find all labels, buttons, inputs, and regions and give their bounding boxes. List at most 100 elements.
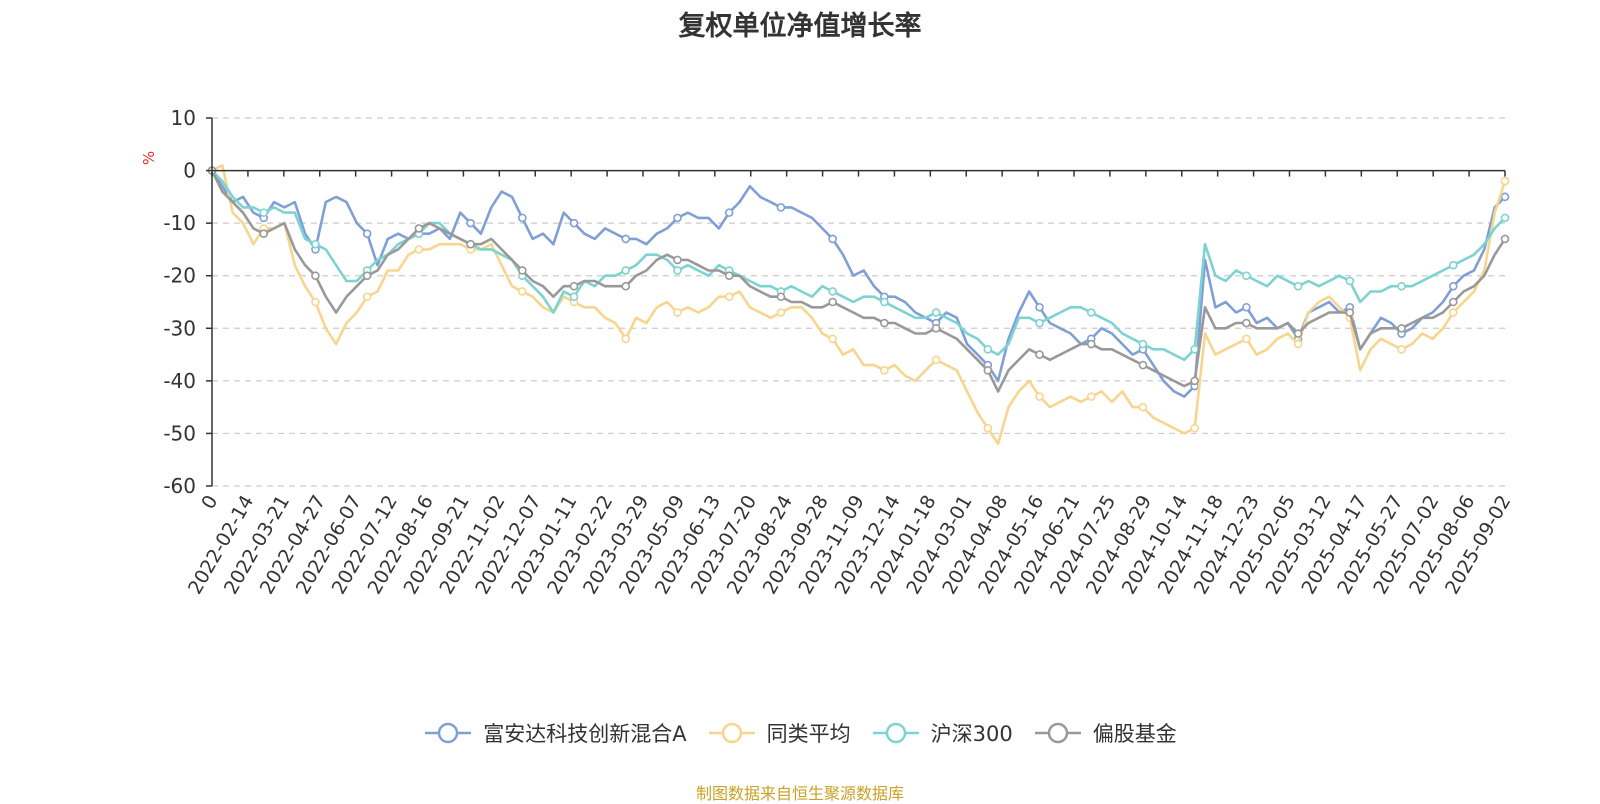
series-point (1448, 281, 1458, 291)
series-point (362, 271, 372, 281)
series-point (880, 366, 889, 375)
y-tick-label: 10 (171, 106, 196, 130)
y-tick-label: -40 (163, 369, 196, 393)
series-point (724, 292, 734, 302)
series-point (621, 281, 631, 291)
series-point (1138, 402, 1148, 412)
series-point (1242, 334, 1251, 344)
series-point (1086, 392, 1096, 401)
series-point (362, 292, 372, 302)
y-tick-label: -20 (163, 264, 196, 288)
series-point (1138, 339, 1148, 349)
series-point (983, 423, 993, 433)
source-note: 制图数据来自恒生聚源数据库 (695, 784, 904, 803)
series-point (1500, 234, 1510, 244)
y-axis-unit: % (140, 151, 158, 165)
series-point (1397, 323, 1406, 333)
legend-item[interactable]: 沪深300 (871, 718, 1013, 748)
series-point (776, 308, 786, 317)
series-point (1035, 302, 1044, 312)
legend-line-circle-icon (708, 722, 755, 744)
chart-legend: 富安达科技创新混合A 同类平均 沪深300 偏股基金 (0, 718, 1600, 751)
series-point (1500, 192, 1510, 202)
y-tick-label: -50 (163, 421, 196, 445)
series-point (362, 229, 372, 238)
series-point (259, 229, 269, 238)
series-point (983, 366, 993, 375)
y-tick-label: -60 (163, 474, 196, 498)
series-point (673, 213, 682, 223)
series-point (776, 292, 786, 302)
legend-line-circle-icon (1034, 722, 1081, 744)
series-point (569, 292, 579, 302)
series-point (518, 266, 527, 275)
series-point (931, 355, 941, 365)
series-point (569, 218, 579, 228)
series-point (414, 245, 424, 254)
series-point (1448, 308, 1458, 317)
series-point (518, 213, 527, 223)
series-point (621, 266, 631, 275)
y-tick-label: -10 (163, 211, 196, 235)
series-point (673, 255, 682, 265)
series-point (1242, 271, 1251, 281)
series-point (1035, 350, 1044, 359)
series-point (880, 318, 889, 328)
series-point (259, 208, 269, 217)
series-point (1190, 423, 1199, 433)
series-point (1345, 308, 1355, 317)
series-point (621, 334, 631, 344)
legend-line-circle-icon (872, 722, 919, 744)
series-point (724, 208, 734, 217)
chart-title: 复权单位净值增长率 (678, 11, 922, 42)
series-point (1500, 213, 1510, 223)
series-point (673, 266, 682, 275)
series-point (673, 308, 682, 317)
series-point (1448, 297, 1458, 307)
series-point (1293, 281, 1303, 291)
series-point (311, 271, 320, 281)
axes: 100-10-20-30-40-50-60%02022-02-142022-03… (140, 106, 1515, 598)
series-point (414, 224, 424, 233)
series-line (211, 169, 1506, 362)
series-point (1397, 281, 1406, 291)
series-point (569, 281, 579, 291)
series-point (931, 308, 941, 317)
series-point (1138, 360, 1148, 370)
y-tick-label: 0 (183, 159, 196, 183)
legend-marker (721, 722, 742, 744)
series-point (931, 323, 941, 333)
legend-line-circle-icon (425, 722, 472, 744)
series-line (211, 164, 1507, 446)
series-lines (207, 164, 1510, 446)
series-point (1242, 302, 1251, 312)
legend-marker (1047, 722, 1068, 744)
series-point (828, 287, 837, 296)
series-point (828, 234, 837, 244)
legend-label: 富安达科技创新混合A (483, 722, 687, 746)
series-point (1035, 392, 1044, 401)
series-point (466, 218, 475, 228)
series-point (518, 287, 527, 296)
legend-item[interactable]: 富安达科技创新混合A (423, 718, 687, 748)
series-point (466, 239, 475, 249)
x-tick-label: 0 (197, 492, 222, 513)
series-point (1190, 345, 1199, 354)
legend-label: 偏股基金 (1092, 722, 1177, 746)
legend-label: 沪深300 (930, 722, 1013, 746)
series-point (1500, 176, 1510, 186)
series-point (1086, 339, 1096, 349)
legend-item[interactable]: 偏股基金 (1033, 718, 1177, 748)
series-point (776, 203, 786, 212)
series-line (210, 170, 1507, 393)
series-point (1397, 345, 1406, 354)
series-point (724, 271, 734, 281)
series-point (880, 297, 889, 307)
series-point (828, 334, 837, 344)
series-point (1448, 260, 1458, 270)
legend-item[interactable]: 同类平均 (707, 718, 851, 748)
series-point (1345, 276, 1355, 286)
series-point (1190, 376, 1199, 386)
legend-marker (885, 722, 906, 744)
